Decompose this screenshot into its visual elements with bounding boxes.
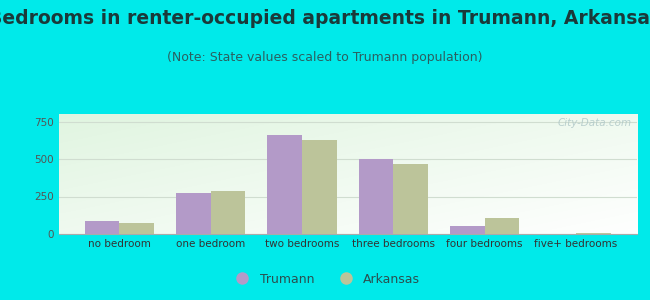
Bar bbox=[450, 226, 485, 234]
Bar bbox=[176, 193, 211, 234]
Bar bbox=[84, 220, 120, 234]
Bar bbox=[267, 135, 302, 234]
Bar bbox=[576, 232, 611, 234]
Text: (Note: State values scaled to Trumann population): (Note: State values scaled to Trumann po… bbox=[167, 51, 483, 64]
Text: Bedrooms in renter-occupied apartments in Trumann, Arkansas: Bedrooms in renter-occupied apartments i… bbox=[0, 9, 650, 28]
Bar bbox=[302, 140, 337, 234]
Bar bbox=[485, 218, 519, 234]
Text: City-Data.com: City-Data.com bbox=[557, 118, 631, 128]
Legend: Trumann, Arkansas: Trumann, Arkansas bbox=[225, 268, 425, 291]
Bar bbox=[393, 164, 428, 234]
Bar bbox=[359, 159, 393, 234]
Bar bbox=[120, 223, 154, 234]
Bar bbox=[211, 191, 246, 234]
